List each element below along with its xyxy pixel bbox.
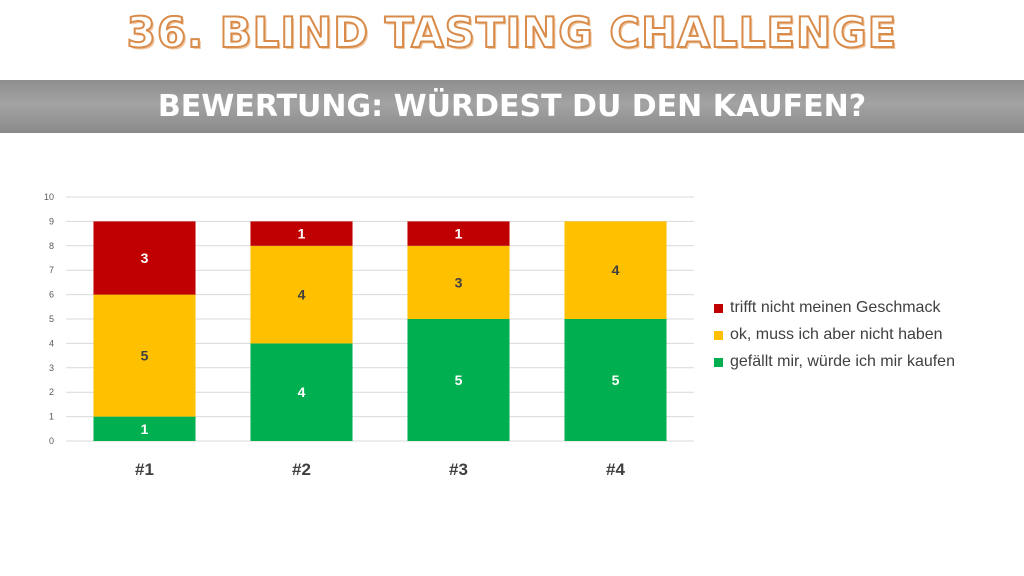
legend-label: trifft nicht meinen Geschmack — [730, 299, 941, 316]
legend-item: ok, muss ich aber nicht haben — [714, 323, 955, 347]
y-tick-label: 9 — [49, 216, 54, 226]
bar-segment — [93, 221, 196, 295]
data-label: 5 — [141, 348, 149, 364]
legend-swatch — [714, 357, 723, 367]
data-label: 4 — [612, 262, 620, 278]
legend-label: ok, muss ich aber nicht haben — [730, 326, 943, 343]
x-category-label: #4 — [606, 460, 625, 479]
x-category-label: #1 — [135, 460, 154, 479]
y-tick-label: 8 — [49, 241, 54, 251]
subtitle-banner — [0, 80, 1024, 133]
data-label: 3 — [141, 250, 149, 266]
bar-segment — [407, 221, 510, 246]
x-category-label: #2 — [292, 460, 311, 479]
bar-segment — [250, 221, 353, 246]
data-label: 5 — [612, 372, 620, 388]
data-label: 3 — [455, 274, 463, 290]
y-tick-label: 3 — [49, 363, 54, 373]
chart-legend: trifft nicht meinen Geschmack ok, muss ic… — [714, 296, 955, 377]
bar-segment — [93, 294, 196, 417]
bar-segment — [93, 416, 196, 441]
data-label: 1 — [141, 421, 149, 437]
y-tick-label: 1 — [49, 412, 54, 422]
page-subtitle: BEWERTUNG: WÜRDEST DU DEN KAUFEN? — [157, 89, 867, 124]
bar-segment — [407, 319, 510, 441]
legend-swatch — [714, 330, 723, 340]
data-label: 1 — [455, 226, 463, 242]
legend-item: trifft nicht meinen Geschmack — [714, 296, 955, 320]
y-tick-label: 0 — [49, 436, 54, 446]
bar-segment — [564, 221, 667, 319]
y-tick-label: 6 — [49, 290, 54, 300]
bar-segment — [564, 319, 667, 441]
data-label: 5 — [455, 372, 463, 388]
data-label: 4 — [298, 287, 306, 303]
data-label: 4 — [298, 384, 306, 400]
y-tick-label: 10 — [44, 192, 54, 202]
x-category-label: #3 — [449, 460, 468, 479]
data-label: 1 — [298, 226, 306, 242]
legend-swatch — [714, 303, 723, 313]
y-tick-label: 2 — [49, 387, 54, 397]
legend-item: gefällt mir, würde ich mir kaufen — [714, 350, 955, 374]
page-title: 36. BLIND TASTING CHALLENGE — [126, 7, 898, 58]
bar-segment — [250, 343, 353, 441]
y-tick-label: 7 — [49, 265, 54, 275]
y-tick-label: 5 — [49, 314, 54, 324]
legend-label: gefällt mir, würde ich mir kaufen — [730, 353, 955, 370]
bar-segment — [250, 245, 353, 344]
y-tick-label: 4 — [49, 338, 54, 348]
bar-segment — [407, 245, 510, 319]
